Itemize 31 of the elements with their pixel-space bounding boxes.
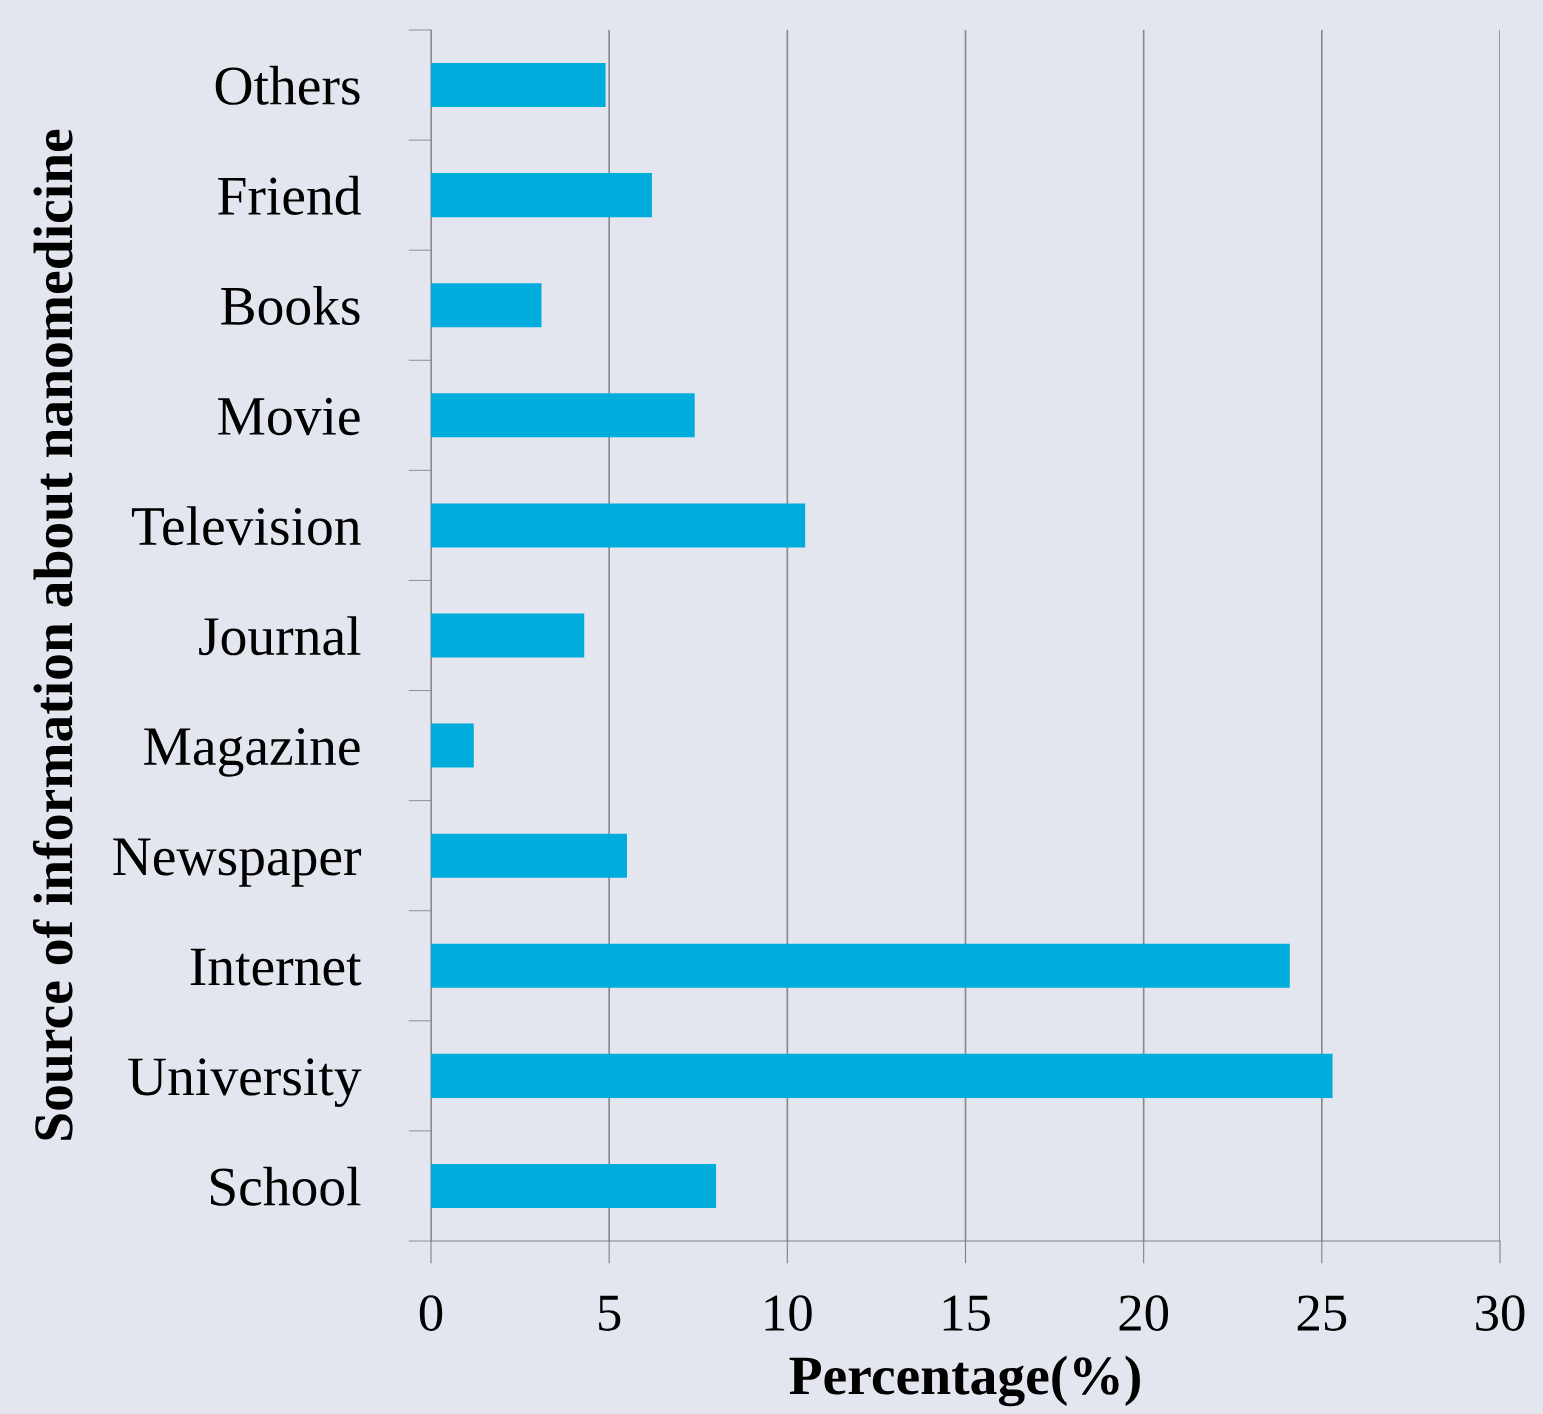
- y-tick-label: Friend: [218, 175, 361, 215]
- bar: [431, 723, 474, 768]
- y-tick-label: University: [128, 1058, 362, 1108]
- bar: [431, 63, 606, 108]
- bar: [431, 1053, 1333, 1098]
- bar: [431, 283, 542, 328]
- y-axis-title: Source of information about nanomedicine: [32, 129, 73, 1140]
- x-tick-label: 0: [419, 1295, 443, 1331]
- x-tick-label: 5: [599, 1295, 621, 1331]
- bar: [431, 613, 585, 658]
- x-tick-label: 15: [943, 1295, 990, 1331]
- bar: [431, 173, 652, 218]
- y-tick-label: Others: [215, 65, 360, 105]
- bar: [431, 393, 695, 438]
- y-tick-label: Journal: [199, 616, 361, 656]
- bar: [431, 503, 806, 548]
- y-tick-label: School: [210, 1166, 361, 1206]
- y-tick-label: Internet: [190, 948, 362, 986]
- x-tick-label: 25: [1297, 1295, 1347, 1331]
- y-tick-label: Newspaper: [113, 838, 362, 887]
- bar: [431, 943, 1290, 988]
- x-tick-label: 20: [1119, 1295, 1169, 1331]
- x-axis-title: Percentage(%): [789, 1355, 1140, 1407]
- x-tick-label: 10: [765, 1295, 812, 1331]
- bar: [431, 833, 627, 878]
- y-tick-label: Books: [221, 285, 360, 326]
- x-tick-label: 30: [1476, 1295, 1525, 1331]
- y-tick-label: Television: [131, 506, 361, 546]
- y-tick-label: Movie: [218, 397, 360, 436]
- y-tick-label: Magazine: [144, 728, 360, 777]
- bar: [431, 1163, 717, 1208]
